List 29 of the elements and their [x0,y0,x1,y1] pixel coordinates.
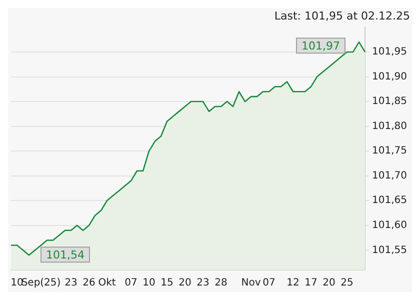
y-tick-label: 101,85 [372,96,408,108]
x-tick-label: 07 [124,278,138,289]
y-tick-label: 101,75 [372,146,408,157]
x-tick-label: Sep(25) [21,278,61,289]
x-tick-label: 25 [340,278,354,289]
annotation: 101,97 [302,39,340,52]
x-tick-label: Nov [241,278,261,289]
x-tick-label: 26 [82,278,96,289]
x-tick-label: 10 [10,278,24,289]
x-tick-label: 23 [64,278,78,289]
x-tick-label: 28 [214,278,228,289]
y-tick-label: 101,65 [372,195,408,206]
x-tick-label: 15 [160,278,174,289]
x-tick-label: 23 [196,278,210,289]
y-tick-label: 101,80 [372,120,408,132]
y-tick-label: 101,55 [372,244,408,256]
chart-title: Last: 101,95 at 02.12.25 [274,9,410,22]
x-tick-label: 20 [322,278,336,289]
annotation: 101,54 [46,248,84,262]
y-tick-label: 101,70 [372,170,408,182]
y-tick-label: 101,60 [372,220,408,231]
x-tick-label: 10 [142,278,156,289]
x-tick-label: 20 [178,278,192,289]
y-tick-label: 101,90 [372,71,408,82]
y-tick-label: 101,95 [372,46,408,58]
x-tick-label: Okt [98,278,116,289]
x-tick-label: 17 [304,278,318,289]
x-tick-label: 12 [286,278,300,289]
x-tick-label: 07 [262,278,276,289]
